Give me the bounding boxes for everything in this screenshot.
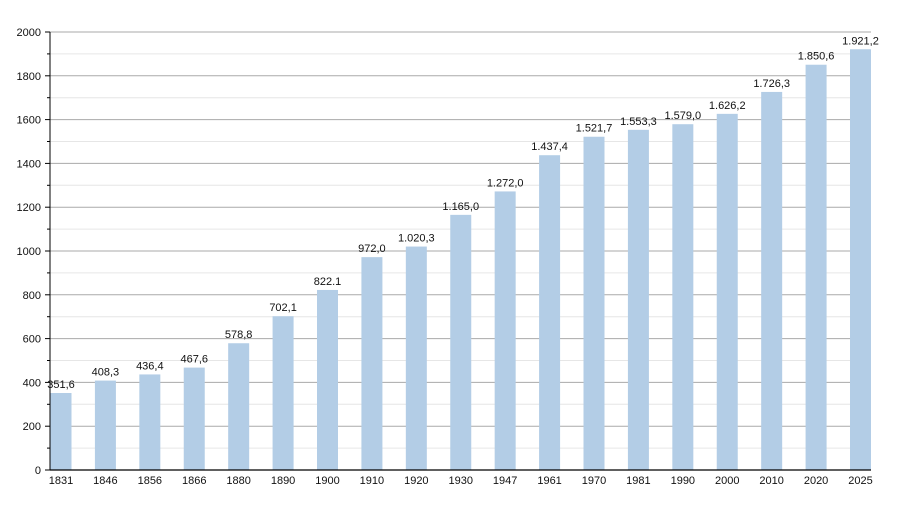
data-label: 1.626,2 (709, 100, 746, 112)
bars (50, 49, 871, 471)
y-tick-label: 2000 (17, 27, 41, 39)
y-tick-label: 800 (23, 290, 41, 302)
y-tick-label: 1600 (17, 115, 41, 127)
bar (805, 64, 827, 470)
data-label: 408,3 (92, 367, 120, 379)
y-tick-label: 0 (35, 465, 41, 477)
bar (627, 129, 649, 470)
y-tick-label: 1800 (17, 71, 41, 83)
x-tick-label: 1920 (404, 475, 428, 487)
bar (317, 289, 338, 470)
data-label: 972,0 (358, 243, 386, 255)
data-label: 351,6 (47, 379, 75, 391)
data-label: 1.165,0 (442, 201, 479, 213)
x-tick-label: 1846 (93, 475, 117, 487)
x-tick-label: 1910 (360, 475, 384, 487)
bar (539, 155, 561, 470)
data-label: 1.579,0 (664, 110, 701, 122)
bar (583, 136, 605, 471)
y-tick-label: 1400 (17, 158, 41, 170)
y-tick-label: 1200 (17, 202, 41, 214)
x-tick-label: 1961 (537, 475, 561, 487)
bar (139, 374, 161, 470)
data-label: 1.437,4 (531, 141, 568, 153)
x-tick-label: 1856 (138, 475, 162, 487)
x-tick-label: 1880 (226, 475, 250, 487)
bar (94, 380, 116, 470)
bar (494, 191, 516, 470)
bar (850, 49, 871, 470)
data-label: 1.553,3 (620, 116, 657, 128)
x-tick-label: 1947 (493, 475, 517, 487)
x-tick-label: 2020 (804, 475, 828, 487)
x-tick-label: 1981 (626, 475, 650, 487)
data-label: 1.272,0 (487, 177, 524, 189)
bar (450, 214, 472, 470)
x-tick-label: 1970 (582, 475, 606, 487)
y-tick-label: 200 (23, 421, 41, 433)
bar (272, 316, 294, 470)
data-label: 1.850,6 (798, 51, 835, 63)
x-tick-label: 2000 (715, 475, 739, 487)
data-label: 1.521,7 (576, 123, 613, 135)
x-tick-label: 1831 (49, 475, 73, 487)
bar (228, 343, 250, 470)
x-tick-label: 1890 (271, 475, 295, 487)
bar (672, 124, 694, 470)
y-tick-label: 400 (23, 377, 41, 389)
data-label: 1.020,3 (398, 233, 435, 245)
data-label: 1.726,3 (753, 78, 790, 90)
data-label: 702,1 (269, 302, 297, 314)
bar (716, 113, 738, 471)
data-label: 1.921,2 (842, 35, 879, 47)
x-tick-label: 1930 (449, 475, 473, 487)
x-tick-label: 1866 (182, 475, 206, 487)
bar (761, 91, 783, 470)
x-tick-label: 2025 (848, 475, 872, 487)
axes: 0 200 400 600 800 1000 1200 1400 1600 1800 2000 183… (17, 27, 873, 487)
data-label: 578,8 (225, 329, 253, 341)
data-labels: 351,6 408,3 436,4 467,6 578,8 702,1 822.1 972,0… (47, 35, 879, 391)
y-tick-label: 1000 (17, 246, 41, 258)
x-tick-label: 2010 (759, 475, 783, 487)
data-label: 467,6 (180, 354, 208, 366)
y-tick-label: 600 (23, 334, 41, 346)
data-label: 436,4 (136, 360, 164, 372)
bar (405, 246, 427, 470)
x-tick-label: 1900 (315, 475, 339, 487)
bar (50, 392, 72, 470)
x-tick-label: 1990 (671, 475, 695, 487)
bar (361, 257, 383, 470)
data-label: 822.1 (314, 276, 342, 288)
bar (183, 367, 205, 470)
